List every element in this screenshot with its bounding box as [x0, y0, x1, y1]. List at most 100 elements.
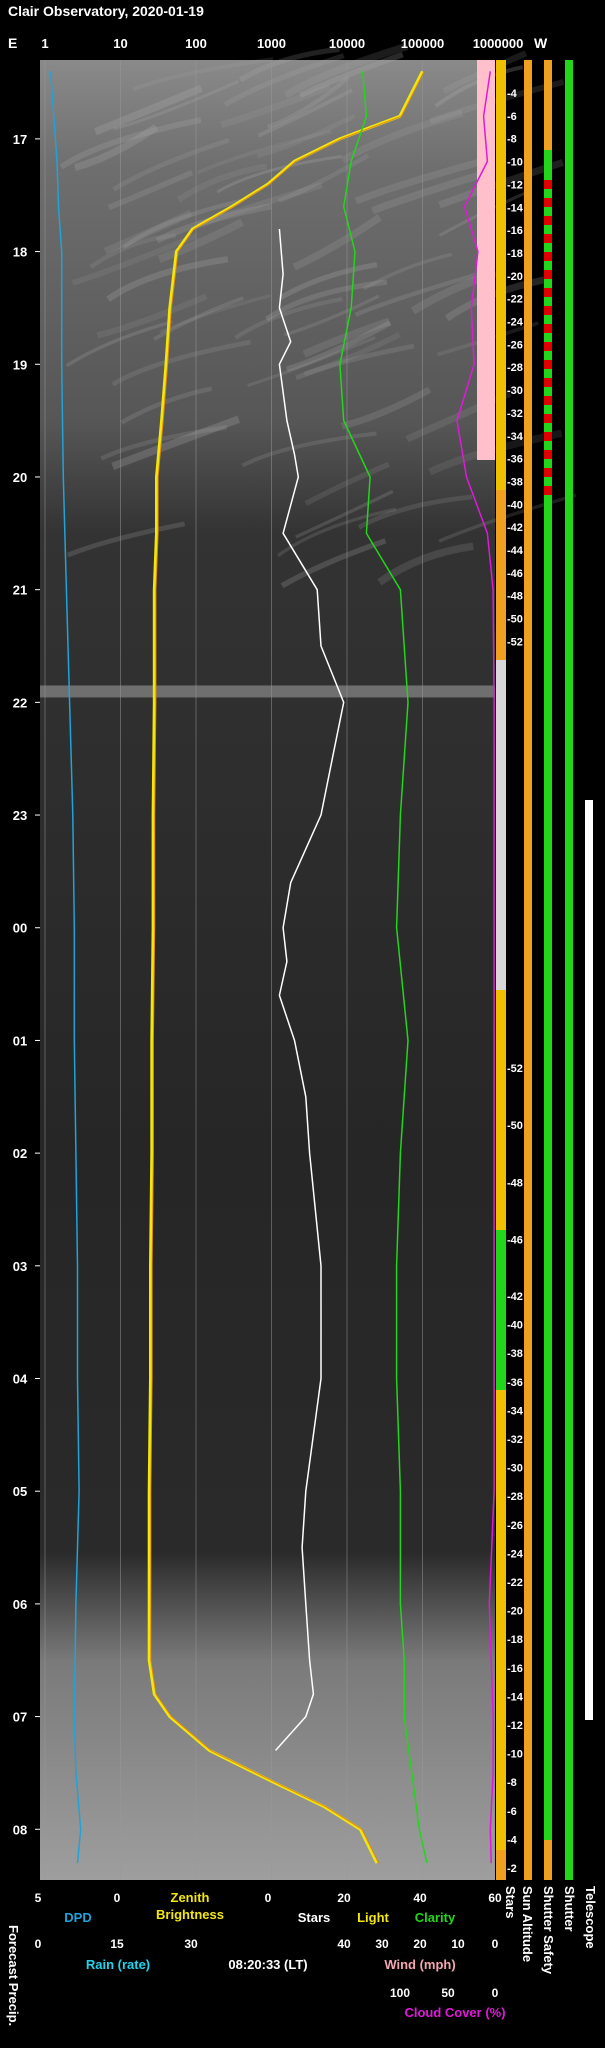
sun-altitude-label: -20: [507, 1606, 523, 1618]
sun-altitude-label: -48: [507, 1177, 523, 1189]
shutter-safety-alert: [544, 468, 552, 477]
wind-tick-30: 30: [375, 1937, 389, 1951]
sun-altitude-label: -36: [507, 454, 523, 466]
cloud-streak: [112, 137, 230, 192]
shutter-safety-segment: [544, 150, 552, 1840]
cloud-streak: [371, 168, 491, 215]
cloud-streak: [71, 233, 198, 286]
shutter-safety-alert: [544, 234, 552, 243]
cloud-streak: [122, 198, 242, 249]
sun-altitude-label: -38: [507, 1348, 523, 1360]
cloud-streak: [107, 169, 194, 211]
clarity-line: [339, 71, 428, 1864]
sun-altitude-label: -24: [507, 1548, 524, 1560]
shutter-safety-alert: [544, 432, 552, 441]
sun-altitude-label: -10: [507, 157, 523, 169]
cloud-tick-100: 100: [390, 1986, 410, 2000]
sun-altitude-label: -18: [507, 248, 523, 260]
stars-tick-20: 20: [337, 1891, 351, 1905]
shutter-safety-segment: [544, 1840, 552, 1880]
cloud-streak: [241, 431, 377, 468]
time-tick-label: 17: [13, 132, 27, 147]
stars-tick-60: 60: [488, 1891, 502, 1905]
sun-altitude-label: -6: [507, 1806, 517, 1818]
stars-status-segment: [496, 660, 506, 990]
sun-altitude-label: -50: [507, 614, 523, 626]
time-axis-ticks: 17 18 19 20 21 22 23 00 01 02 03 04 05 06 07 08: [13, 132, 40, 1837]
shutter-safety-alert: [544, 288, 552, 297]
cloud-streak: [247, 336, 376, 387]
time-tick-label: 07: [13, 1710, 27, 1725]
cloud-streak: [265, 279, 388, 322]
wind-tick-0: 0: [492, 1937, 499, 1951]
time-tick-label: 00: [13, 921, 27, 936]
shutter-safety-alert: [544, 342, 552, 351]
time-tick-label: 05: [13, 1484, 27, 1499]
shutter-safety-alert: [544, 486, 552, 495]
cloud-streak: [283, 294, 380, 337]
time-tick-label: 22: [13, 695, 27, 710]
sun-altitude-label: -50: [507, 1120, 523, 1132]
sun-altitude-label: -42: [507, 1291, 523, 1303]
zenith-brightness-line: [147, 70, 424, 1864]
sun-altitude-label: -6: [507, 111, 517, 123]
cloud-streak: [286, 320, 392, 373]
cloud-streak: [354, 268, 492, 317]
cloud-streak: [176, 163, 268, 203]
time-tick-label: 03: [13, 1259, 27, 1274]
time-tick-label: 08: [13, 1822, 27, 1837]
cloud-cover-line: [456, 71, 495, 1864]
sun-altitude-label: -4: [507, 88, 518, 100]
top-tick-label: 1000: [257, 36, 286, 51]
sun-altitude-label: -26: [507, 339, 523, 351]
cloud-streak: [93, 84, 203, 136]
sun-altitude-label: -22: [507, 1577, 523, 1589]
shutter-safety-alert: [544, 378, 552, 387]
side-label-stars: Stars: [503, 1886, 518, 1919]
sun-altitude-label: -30: [507, 1463, 523, 1475]
side-label-shutter-safety: Shutter Safety: [541, 1886, 556, 1975]
cloud-streak: [153, 296, 245, 341]
sun-altitude-label: -8: [507, 1777, 517, 1789]
sun-altitude-label: -38: [507, 476, 523, 488]
cloud-streak: [295, 489, 394, 539]
shutter-safety-alert: [544, 396, 552, 405]
stars-status-segment: [496, 1850, 506, 1880]
shutter-safety-segment: [544, 60, 552, 150]
stars-tick-40: 40: [413, 1891, 427, 1905]
sun-altitude-label: -48: [507, 591, 523, 603]
sun-altitude-label: -26: [507, 1520, 523, 1532]
sun-altitude-label: -10: [507, 1749, 523, 1761]
cloud-tick-0: 0: [492, 1986, 499, 2000]
time-label: 08:20:33 (LT): [228, 1957, 307, 1972]
sun-altitude-label: -40: [507, 499, 523, 511]
cloud-streak: [340, 386, 432, 430]
time-tick-label: 06: [13, 1597, 27, 1612]
sun-altitude-label: -40: [507, 1320, 523, 1332]
telescope-bar: [585, 800, 593, 1720]
top-tick-label: 1000000: [473, 36, 524, 51]
pink-band: [477, 60, 495, 460]
clarity-label: Clarity: [415, 1910, 456, 1925]
brightness-label-1: Zenith: [171, 1890, 210, 1905]
shutter-safety-alert: [544, 324, 552, 333]
stars-label: Stars: [298, 1910, 331, 1925]
time-tick-label: 18: [13, 245, 27, 260]
wind-tick-40: 40: [337, 1937, 351, 1951]
cloud-streak: [280, 538, 387, 589]
shutter-safety-alert: [544, 414, 552, 423]
time-tick-label: 19: [13, 357, 27, 372]
side-label-shutter: Shutter: [562, 1886, 577, 1932]
wind-label: Wind (mph): [384, 1957, 455, 1972]
top-tick-label: 1: [41, 36, 48, 51]
sun-altitude-bar: [524, 60, 532, 1880]
sun-altitude-label: -12: [507, 1720, 523, 1732]
rain-tick-0: 0: [35, 1937, 42, 1951]
shutter-safety-alert: [544, 198, 552, 207]
sun-altitude-label: -2: [507, 1863, 517, 1875]
sun-altitude-label: -44: [507, 545, 524, 557]
bottom-axes: 5 0 Zenith Brightness DPD 0 20 40 60 Sta…: [6, 1890, 506, 2026]
cloud-streak: [354, 155, 492, 205]
cloud-streak: [267, 75, 350, 130]
